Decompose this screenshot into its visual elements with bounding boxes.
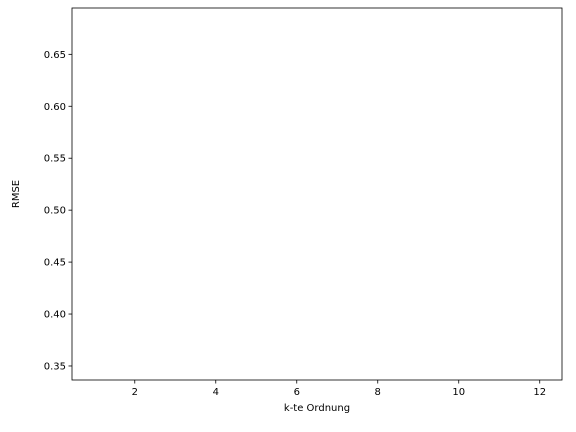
- x-tick-label: 4: [213, 387, 219, 398]
- x-tick-label: 2: [132, 387, 138, 398]
- y-tick-label: 0.60: [44, 102, 66, 113]
- plot-background: [72, 8, 562, 380]
- axes-frame: [71, 7, 563, 381]
- y-tick-label: 0.50: [44, 206, 66, 217]
- x-tick-label: 8: [375, 387, 381, 398]
- x-axis-label: k-te Ordnung: [284, 403, 350, 414]
- y-axis-label: RMSE: [11, 180, 22, 208]
- y-tick-label: 0.45: [44, 258, 66, 269]
- y-axis-ticks: 0.35 0.40 0.45 0.50 0.55 0.60 0.65: [44, 50, 72, 372]
- y-tick-label: 0.55: [44, 154, 66, 165]
- y-tick-label: 0.40: [44, 310, 66, 321]
- plot-area: [72, 8, 562, 380]
- x-tick-label: 10: [452, 387, 465, 398]
- x-tick-label: 12: [533, 387, 546, 398]
- y-tick-label: 0.65: [44, 50, 66, 61]
- x-axis-ticks: 2 4 6 8 10 12: [132, 380, 546, 398]
- x-tick-label: 6: [294, 387, 300, 398]
- y-tick-label: 0.35: [44, 361, 66, 372]
